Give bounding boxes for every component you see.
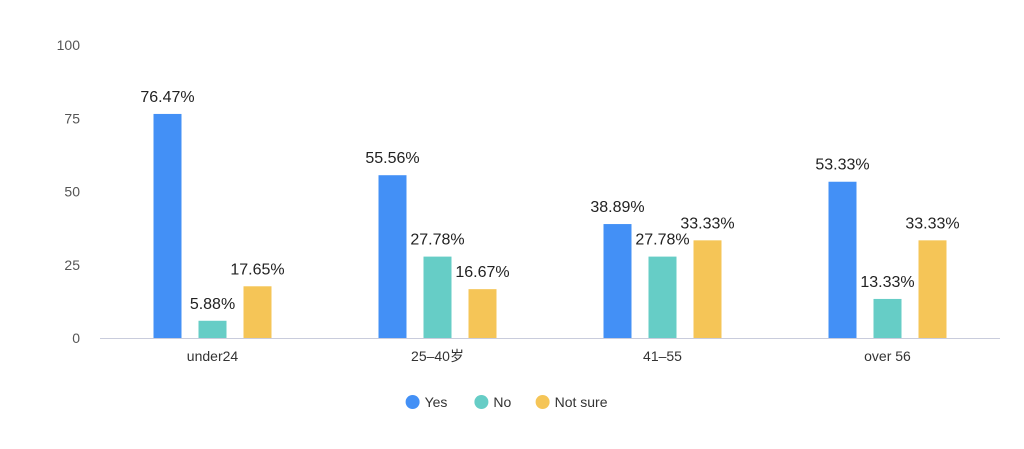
data-label: 13.33% <box>860 274 914 291</box>
bar-no[interactable] <box>648 256 677 338</box>
x-tick-label: under24 <box>187 348 239 364</box>
data-label: 17.65% <box>230 261 284 278</box>
data-label: 76.47% <box>140 89 194 106</box>
data-label: 27.78% <box>410 232 464 249</box>
data-label: 16.67% <box>455 264 509 281</box>
bar-not-sure[interactable] <box>468 289 497 338</box>
bar-not-sure[interactable] <box>243 286 272 338</box>
legend-marker-no[interactable] <box>474 395 489 409</box>
data-labels-group: 76.47% 5.88% 17.65% 55.56% 27.78% 16.67% 38.89… <box>140 89 959 313</box>
legend-marker-not-sure[interactable] <box>535 395 550 409</box>
data-label: 27.78% <box>635 232 689 249</box>
data-label: 33.33% <box>680 215 734 232</box>
bar-yes[interactable] <box>828 181 857 338</box>
legend-label[interactable]: No <box>493 394 511 410</box>
data-label: 33.33% <box>905 215 959 232</box>
bar-not-sure[interactable] <box>693 240 722 338</box>
legend: Yes No Not sure <box>405 394 608 410</box>
bar-not-sure[interactable] <box>918 240 947 338</box>
data-label: 38.89% <box>590 199 644 216</box>
bar-no[interactable] <box>423 256 452 338</box>
y-axis: 0 25 50 75 100 <box>57 37 81 346</box>
y-tick-label: 50 <box>64 184 80 200</box>
legend-label[interactable]: Not sure <box>555 394 608 410</box>
bar-yes[interactable] <box>378 175 407 338</box>
x-tick-label: 25–40岁 <box>411 348 464 364</box>
data-label: 5.88% <box>190 296 235 313</box>
legend-marker-yes[interactable] <box>405 395 420 409</box>
bars-group <box>153 113 947 338</box>
data-label: 53.33% <box>815 157 869 174</box>
bar-no[interactable] <box>198 320 227 338</box>
y-tick-label: 100 <box>57 37 81 53</box>
y-tick-label: 75 <box>64 110 80 126</box>
x-axis: under24 25–40岁 41–55 over 56 <box>187 348 911 364</box>
bar-no[interactable] <box>873 298 902 338</box>
y-tick-label: 0 <box>72 330 80 346</box>
x-tick-label: 41–55 <box>643 348 682 364</box>
legend-label[interactable]: Yes <box>425 394 448 410</box>
y-tick-label: 25 <box>64 257 80 273</box>
x-tick-label: over 56 <box>864 348 911 364</box>
bar-yes[interactable] <box>603 224 632 338</box>
bar-yes[interactable] <box>153 113 182 338</box>
data-label: 55.56% <box>365 150 419 167</box>
